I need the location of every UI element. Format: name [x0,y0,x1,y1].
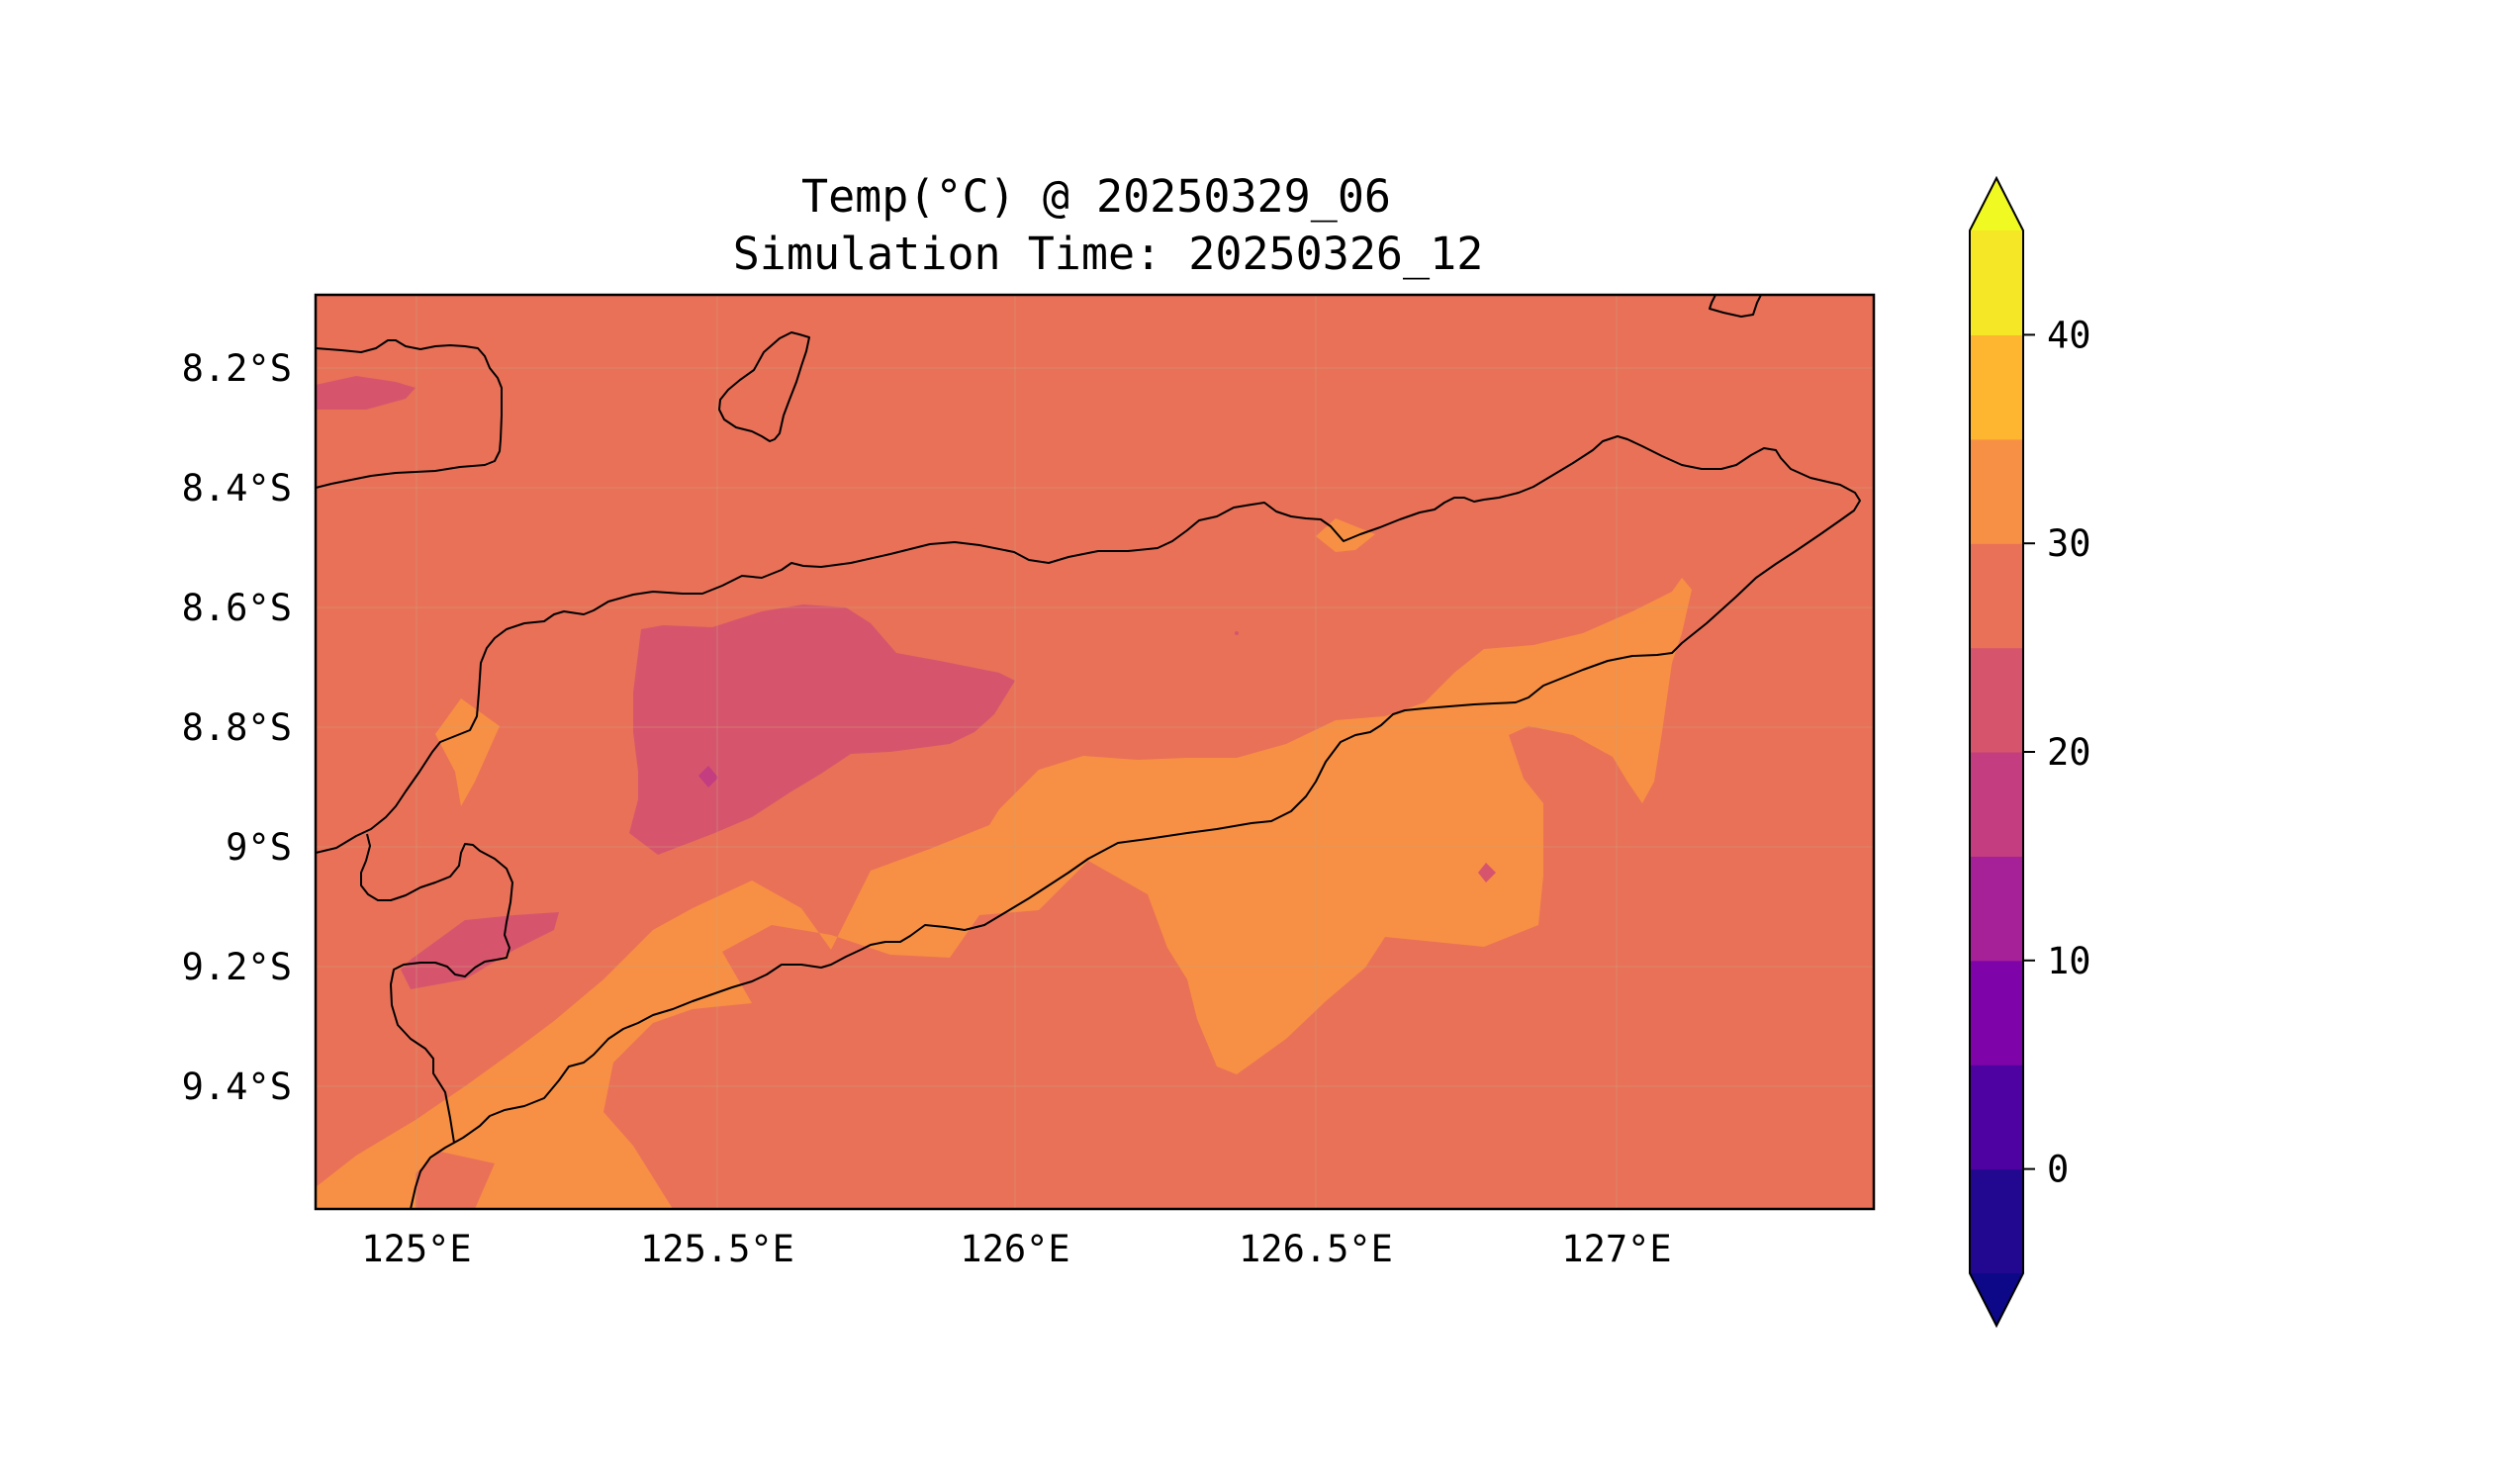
contour-region-20-25-southwest [401,912,559,989]
colorbar-band-35-40 [1970,334,2023,440]
latitude-ticks: 8.2°S 8.4°S 8.6°S 8.8°S 9°S 9.2°S 9.4°S [182,347,292,1108]
lat-tick-8-6: 8.6°S [182,587,292,629]
colorbar-under-triangle [1970,1273,2023,1326]
title-line-2: Simulation Time: 20250326_12 [733,228,1484,280]
colorbar-bands [1970,231,2023,1274]
coastline-wetar-edge [1709,295,1762,318]
map-panel [316,295,1874,1209]
colorbar-outline [1969,175,2024,1329]
map-frame [314,293,1876,1211]
lon-tick-125: 125°E [361,1228,471,1270]
colorbar-band-15-20 [1970,752,2023,857]
lat-tick-8-2: 8.2°S [182,347,292,390]
contour-dot [1235,631,1239,635]
contour-region-15-20-spot [698,766,718,788]
contour-region-20-25-tiny-spot [1478,863,1496,882]
lat-tick-8-4: 8.4°S [182,467,292,510]
colorbar-band-25-30 [1970,543,2023,649]
colorbar-tick-label: 40 [2047,314,2091,356]
colorbar-tick-label: 20 [2047,731,2091,774]
longitude-ticks: 125°E 125.5°E 126°E 126.5°E 127°E [361,1228,1671,1270]
colorbar-tick-label: 10 [2047,940,2091,982]
contour-region-20-25-highland [629,604,1015,855]
lon-tick-125-5: 125.5°E [640,1228,794,1270]
coastlines [316,295,1861,1209]
contour-region-30-35-main [316,578,1692,1209]
colorbar-band-40-45 [1970,231,2023,335]
colorbar-band-20-25 [1970,647,2023,753]
colorbar-band--5-0 [1970,1168,2023,1274]
colorbar-band-30-35 [1970,438,2023,544]
colorbar-tick-label: 30 [2047,522,2091,565]
coastline-atauro-island [718,331,810,442]
lon-tick-126-5: 126.5°E [1239,1228,1393,1270]
gridlines [316,295,1874,1209]
contour-region-25-30-hole [416,1152,495,1209]
colorbar-band-5-10 [1970,960,2023,1066]
lat-tick-9-2: 9.2°S [182,946,292,988]
lat-tick-9: 9°S [226,826,292,869]
colorbar: 0 10 20 30 40 [1969,175,2091,1329]
contour-region-20-25-northwest [316,376,416,410]
coastline-enclave [360,833,513,1144]
colorbar-band-0-5 [1970,1065,2023,1170]
colorbar-tick-label: 0 [2047,1149,2069,1191]
contour-region-30-35-west-spot [435,698,500,806]
lat-tick-9-4: 9.4°S [182,1066,292,1108]
lon-tick-126: 126°E [960,1228,1069,1270]
lon-tick-127: 127°E [1561,1228,1671,1270]
coastline-northwest-island [316,339,503,489]
title-line-1: Temp(°C) @ 20250329_06 [801,170,1391,223]
colorbar-band-10-15 [1970,856,2023,962]
lat-tick-8-8: 8.8°S [182,706,292,749]
coastline-timor-north [316,435,1861,1209]
colorbar-ticks: 0 10 20 30 40 [2023,314,2091,1191]
colorbar-over-triangle [1970,178,2023,231]
